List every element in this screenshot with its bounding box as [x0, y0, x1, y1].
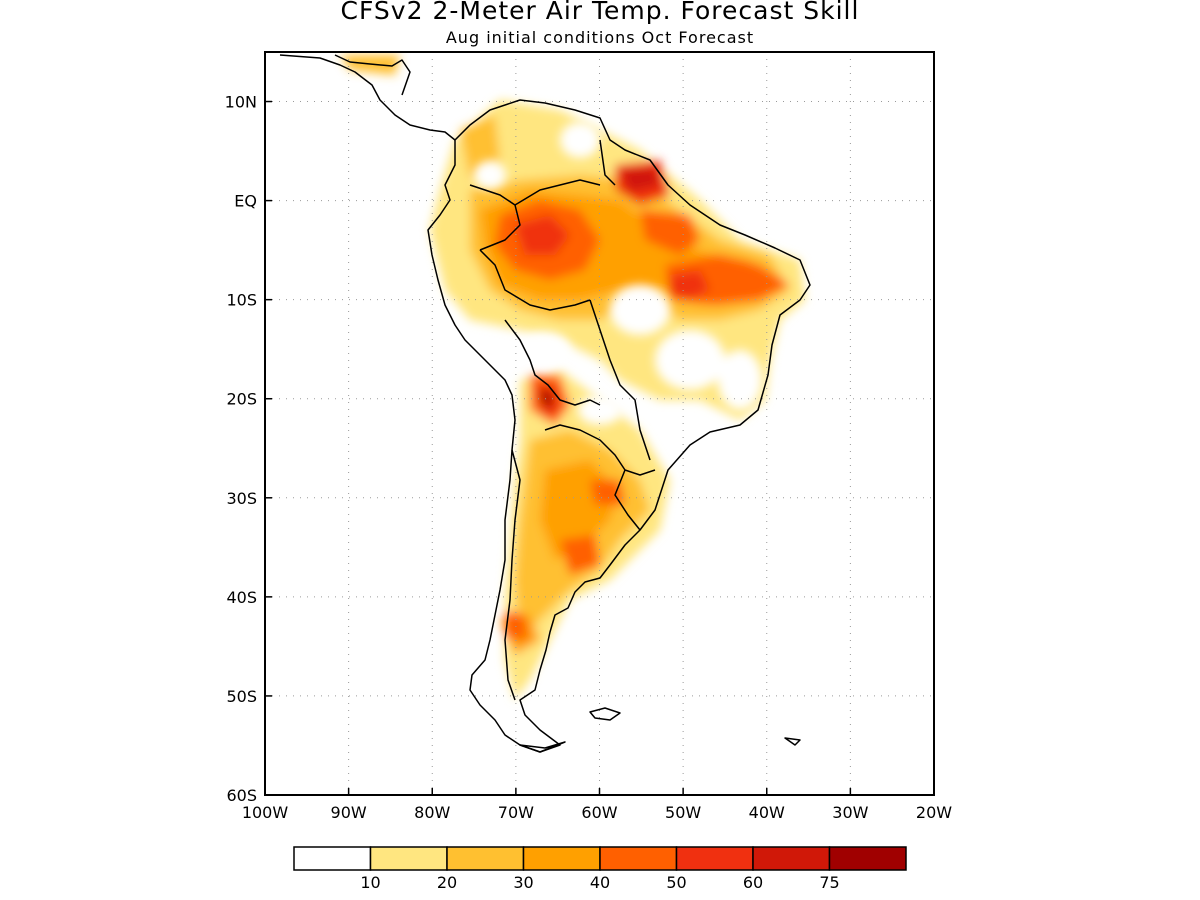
x-tick-label: 100W: [242, 803, 289, 822]
x-tick-label: 80W: [414, 803, 450, 822]
y-tick-label: 10S: [226, 291, 257, 310]
coastlines: [279, 54, 811, 753]
colorbar-label: 30: [513, 873, 533, 892]
colorbar-swatch: [675, 846, 754, 871]
chart-subtitle: Aug initial conditions Oct Forecast: [445, 28, 755, 47]
colorbar-label: 10: [360, 873, 380, 892]
y-tick-label: 30S: [226, 489, 257, 508]
colorbar-label: 75: [819, 873, 839, 892]
colorbar-label: 20: [437, 873, 457, 892]
y-tick-label: 10N: [225, 93, 257, 112]
colorbar-label: 60: [743, 873, 763, 892]
y-tick-label: 50S: [226, 687, 257, 706]
colorbar-swatch: [369, 846, 448, 871]
colorbar-swatch: [522, 846, 601, 871]
y-tick-label: 40S: [226, 588, 257, 607]
colorbar-label: 40: [590, 873, 610, 892]
colorbar-swatch: [752, 846, 831, 871]
y-tick-label: 60S: [226, 786, 257, 805]
colorbar-label: 50: [666, 873, 686, 892]
x-tick-label: 30W: [832, 803, 868, 822]
x-tick-label: 50W: [665, 803, 701, 822]
colorbar-swatch: [599, 846, 678, 871]
colorbar: 10 20 30 40 50 60 75: [293, 846, 907, 892]
colorbar-swatch: [828, 846, 907, 871]
falkland-islands: [589, 707, 621, 721]
y-tick-label: 20S: [226, 390, 257, 409]
x-tick-label: 20W: [916, 803, 952, 822]
map-gridlines: [265, 52, 934, 795]
skill-shading: [340, 55, 805, 700]
x-tick-label: 60W: [581, 803, 617, 822]
x-axis: 100W 90W 80W 70W 60W 50W 40W 30W 20W: [242, 788, 952, 822]
y-tick-label: EQ: [234, 192, 257, 211]
chart-title: CFSv2 2-Meter Air Temp. Forecast Skill: [340, 0, 860, 25]
y-axis: 10N EQ 10S 20S 30S 40S 50S 60S: [225, 93, 272, 805]
x-tick-label: 40W: [749, 803, 785, 822]
south-america-coastline: [427, 99, 811, 753]
central-america-coastline: [279, 54, 456, 141]
colorbar-swatch: [293, 846, 372, 871]
colorbar-swatch: [446, 846, 525, 871]
x-tick-label: 90W: [331, 803, 367, 822]
x-tick-label: 70W: [498, 803, 534, 822]
country-borders: [469, 139, 656, 701]
